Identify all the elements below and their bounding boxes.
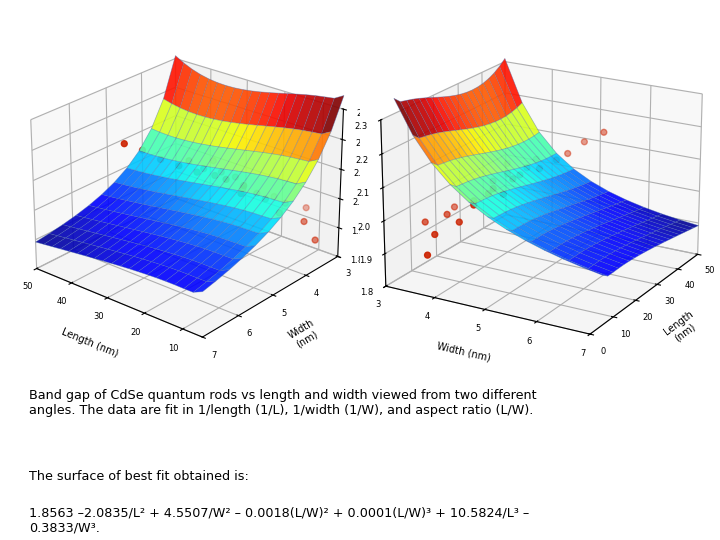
X-axis label: Length (nm): Length (nm) xyxy=(60,327,120,360)
X-axis label: Length
(nm): Length (nm) xyxy=(662,309,702,347)
Y-axis label: Width
(nm): Width (nm) xyxy=(287,318,322,350)
Y-axis label: Width (nm): Width (nm) xyxy=(436,341,492,363)
Text: The surface of best fit obtained is:: The surface of best fit obtained is: xyxy=(29,470,248,483)
Text: Band gap of CdSe quantum rods vs length and width viewed from two different
angl: Band gap of CdSe quantum rods vs length … xyxy=(29,389,536,417)
Text: 1.8563 –2.0835/L² + 4.5507/W² – 0.0018(L/W)² + 0.0001(L/W)³ + 10.5824/L³ –
0.383: 1.8563 –2.0835/L² + 4.5507/W² – 0.0018(L… xyxy=(29,507,529,535)
